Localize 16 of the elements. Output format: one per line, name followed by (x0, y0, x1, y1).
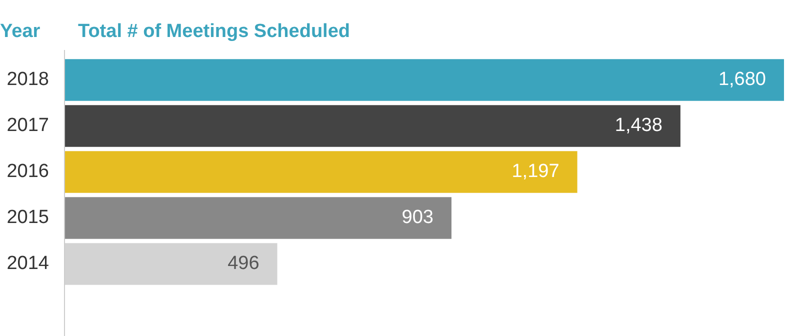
data-label: 903 (402, 207, 434, 228)
bar (65, 105, 680, 147)
y-axis-title: Year (0, 21, 41, 42)
data-label: 1,438 (614, 115, 662, 136)
y-tick-label: 2017 (6, 115, 49, 136)
y-tick-label: 2016 (6, 161, 49, 182)
y-tick-label: 2018 (6, 69, 49, 90)
bar (65, 197, 452, 239)
data-label: 496 (228, 253, 260, 274)
chart-title: Total # of Meetings Scheduled (78, 21, 350, 42)
data-label: 1,197 (512, 161, 560, 182)
y-tick-label: 2014 (6, 253, 50, 274)
data-label: 1,680 (718, 69, 766, 90)
bar (65, 59, 784, 101)
y-tick-label: 2015 (6, 207, 49, 228)
bar (65, 151, 578, 193)
